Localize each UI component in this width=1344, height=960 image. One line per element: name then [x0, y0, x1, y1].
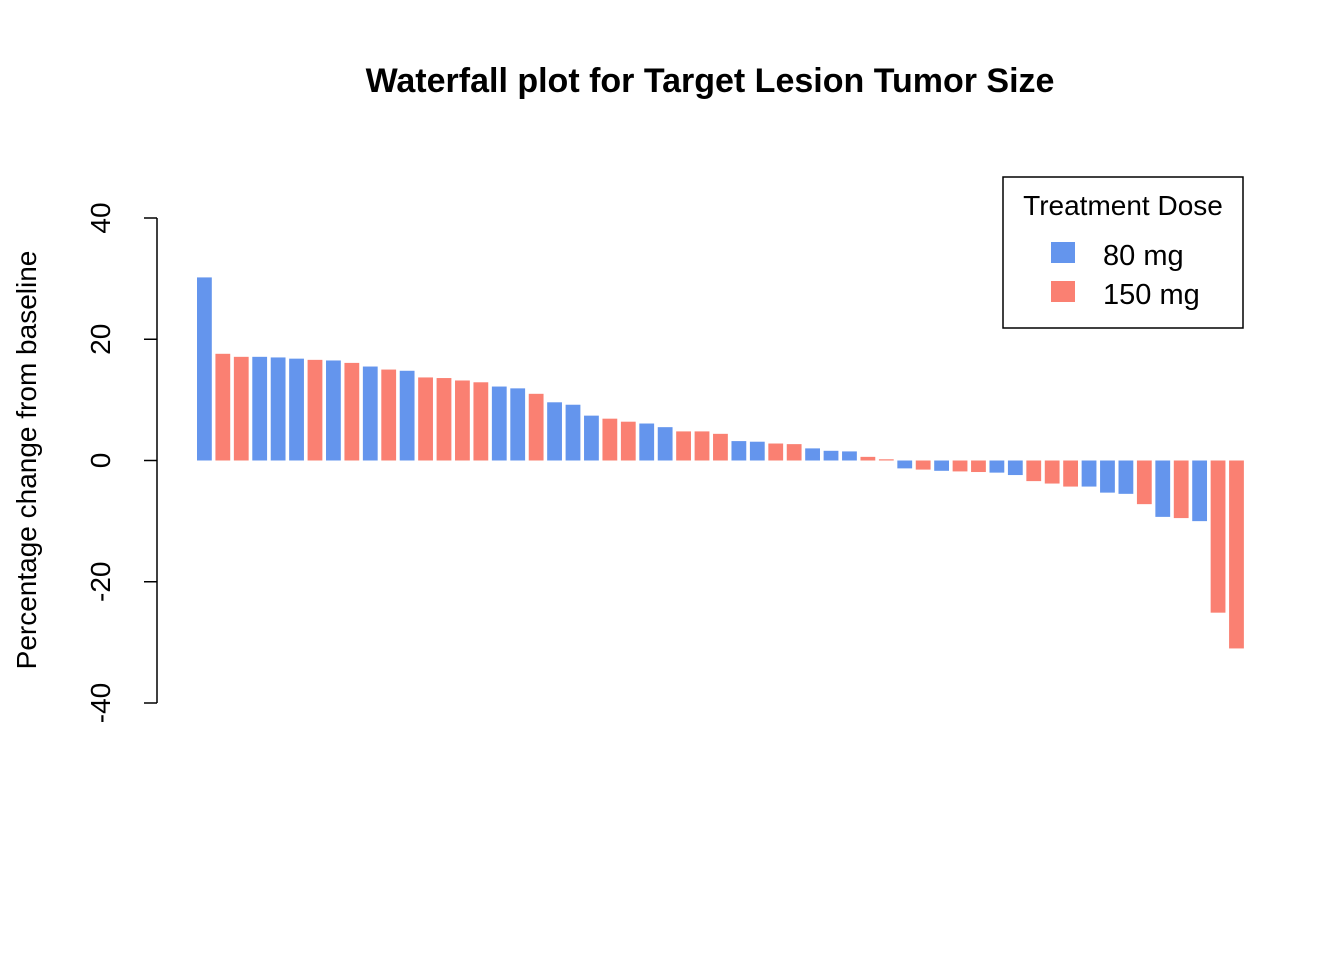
- bar-22: [584, 415, 599, 461]
- bar-31: [749, 441, 765, 461]
- y-tick-label: 0: [85, 453, 116, 469]
- legend-title: Treatment Dose: [1023, 190, 1223, 221]
- bar-1: [197, 277, 212, 461]
- bar-38: [878, 459, 894, 461]
- bar-34: [805, 448, 820, 461]
- bar-50: [1100, 460, 1115, 493]
- legend-label-150mg: 150 mg: [1103, 279, 1200, 311]
- y-tick-label: -20: [85, 562, 116, 602]
- bar-21: [565, 404, 581, 461]
- bar-9: [344, 362, 360, 461]
- bars-group: [197, 277, 1244, 649]
- bar-44: [989, 460, 1005, 473]
- bar-40: [915, 460, 931, 470]
- bar-20: [547, 402, 562, 461]
- bar-25: [639, 423, 655, 461]
- bar-39: [897, 460, 913, 469]
- bar-54: [1173, 460, 1189, 519]
- bar-16: [473, 382, 489, 461]
- bar-55: [1192, 460, 1208, 522]
- bar-57: [1229, 460, 1244, 649]
- bar-4: [252, 356, 268, 461]
- legend: Treatment Dose 80 mg 150 mg: [1002, 176, 1244, 329]
- bar-43: [971, 460, 986, 473]
- bar-37: [860, 456, 876, 461]
- bar-17: [491, 386, 507, 461]
- bar-33: [786, 444, 802, 461]
- bar-56: [1210, 460, 1226, 613]
- bar-3: [233, 356, 249, 461]
- bar-29: [713, 433, 728, 461]
- bar-10: [362, 366, 378, 461]
- bar-47: [1044, 460, 1060, 484]
- y-tick-label: 20: [85, 324, 116, 355]
- bar-15: [455, 380, 470, 461]
- bar-52: [1136, 460, 1152, 505]
- bar-32: [768, 443, 784, 461]
- bar-23: [602, 418, 618, 461]
- bar-6: [289, 358, 304, 461]
- legend-swatch-150mg: [1051, 281, 1075, 302]
- bar-53: [1155, 460, 1171, 517]
- bar-46: [1026, 460, 1042, 482]
- y-axis-label: Percentage change from baseline: [11, 251, 42, 670]
- bar-14: [436, 378, 452, 461]
- bar-28: [694, 431, 710, 461]
- bar-26: [657, 427, 673, 461]
- bar-30: [731, 441, 747, 461]
- bar-19: [528, 393, 544, 461]
- chart-title: Waterfall plot for Target Lesion Tumor S…: [366, 62, 1055, 100]
- bar-51: [1118, 460, 1134, 494]
- y-axis: 40 20 0 -20 -40: [85, 202, 158, 723]
- bar-41: [934, 460, 949, 471]
- bar-42: [952, 460, 968, 472]
- y-tick-label: -40: [85, 683, 116, 723]
- bar-11: [381, 369, 397, 461]
- bar-35: [823, 450, 839, 461]
- bar-8: [326, 360, 341, 461]
- bar-24: [620, 421, 636, 461]
- bar-49: [1081, 460, 1097, 487]
- legend-label-80mg: 80 mg: [1103, 240, 1184, 272]
- bar-45: [1007, 460, 1023, 476]
- bar-12: [399, 370, 415, 461]
- bar-36: [842, 451, 857, 461]
- bar-27: [676, 431, 691, 461]
- bar-18: [510, 388, 526, 461]
- legend-swatch-80mg: [1051, 242, 1075, 263]
- y-tick-label: 40: [85, 202, 116, 233]
- bar-5: [270, 357, 286, 461]
- bar-13: [418, 377, 433, 461]
- legend-box: [1002, 176, 1244, 329]
- bar-2: [215, 353, 231, 461]
- bar-48: [1063, 460, 1079, 487]
- bar-7: [307, 359, 323, 461]
